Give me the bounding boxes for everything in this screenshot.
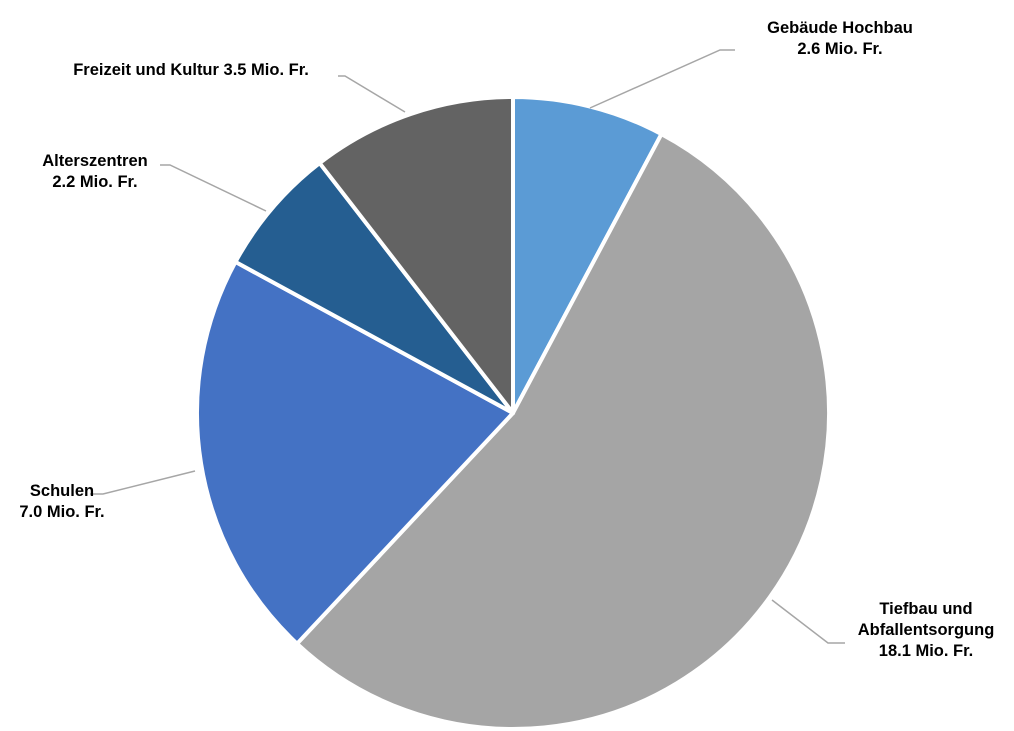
data-label-1: Gebäude Hochbau 2.6 Mio. Fr. <box>767 19 913 58</box>
leader-line-4 <box>160 164 267 212</box>
data-label-line: Schulen <box>30 482 94 500</box>
pie-slice-1 <box>511 95 664 415</box>
data-label-2: Tiefbau und Abfallentsorgung 18.1 Mio. Fr. <box>858 600 995 660</box>
pie-slice-2 <box>295 132 831 731</box>
data-labels: Gebäude Hochbau 2.6 Mio. Fr. Tiefbau und Ab… <box>19 19 994 660</box>
data-label-line: Alterszentren <box>42 152 147 170</box>
pie-slice-4 <box>233 161 515 415</box>
data-label-line: Gebäude Hochbau <box>767 19 913 37</box>
data-label-line: 18.1 Mio. Fr. <box>879 642 973 660</box>
data-label-line: 7.0 Mio. Fr. <box>19 503 104 521</box>
data-label-line: Abfallentsorgung <box>858 621 995 639</box>
data-label-3: Schulen 7.0 Mio. Fr. <box>19 482 104 521</box>
leader-line-3 <box>90 470 196 495</box>
leader-lines <box>90 49 845 644</box>
pie-slices <box>194 95 831 731</box>
data-label-line: 2.6 Mio. Fr. <box>797 40 882 58</box>
pie-slice-3 <box>194 259 515 646</box>
data-label-line: Freizeit und Kultur 3.5 Mio. Fr. <box>73 61 309 79</box>
pie-slice-5 <box>317 95 515 415</box>
data-label-line: Tiefbau und <box>879 600 972 618</box>
leader-line-5 <box>338 75 406 113</box>
data-label-5: Freizeit und Kultur 3.5 Mio. Fr. <box>73 61 309 79</box>
data-label-4: Alterszentren 2.2 Mio. Fr. <box>42 152 147 191</box>
data-label-line: 2.2 Mio. Fr. <box>52 173 137 191</box>
leader-line-1 <box>589 49 735 109</box>
leader-line-2 <box>771 599 845 644</box>
